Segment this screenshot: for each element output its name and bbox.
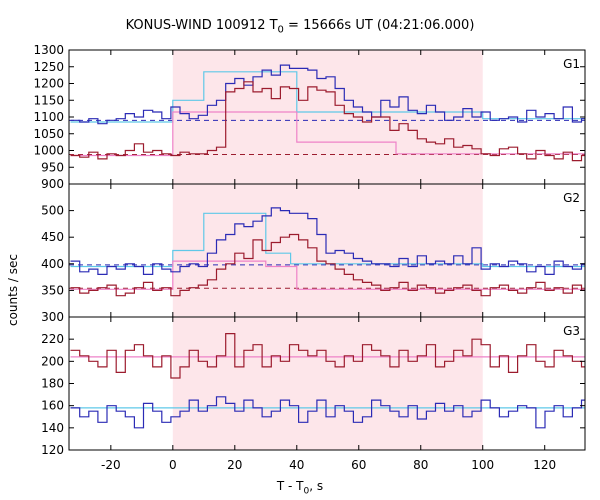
- panel-G1-series-0: [70, 64, 585, 125]
- panel-G3-ytick-label-4: 200: [41, 354, 64, 368]
- title-text: KONUS-WIND 100912 T: [125, 18, 278, 33]
- panel-G3-series-0: [70, 333, 585, 379]
- panel-G1-ytick-label-7: 1250: [33, 60, 64, 74]
- panel-G1-ytick-label-0: 900: [41, 177, 64, 191]
- x-tick-label-1: 0: [169, 458, 177, 472]
- title-text-rest: = 15666s UT (04:21:06.000): [283, 18, 475, 33]
- x-tick-label-2: 20: [227, 458, 242, 472]
- x-axis-label-text: T - T: [276, 479, 304, 493]
- y-axis-label-text: counts / sec: [6, 253, 20, 327]
- panel-G3-ytick-label-1: 140: [41, 421, 64, 435]
- panel-G2-label: G2: [563, 191, 580, 205]
- panel-G3-ytick-label-2: 160: [41, 399, 64, 413]
- panel-G1-series-1: [70, 81, 585, 162]
- x-tick-label-4: 60: [351, 458, 366, 472]
- shaded-burst-interval: [172, 50, 483, 450]
- panel-G1-label: G1: [563, 57, 580, 71]
- panel-G1-fit-1: [70, 111, 585, 157]
- title-subscript: 0: [277, 24, 284, 36]
- chart-title: KONUS-WIND 100912 T0 = 15666s UT (04:21:…: [0, 18, 600, 36]
- panel-G3-series-1: [70, 396, 585, 429]
- panel-G1-ytick-label-1: 950: [41, 160, 64, 174]
- panel-G1-ytick-label-4: 1100: [33, 110, 64, 124]
- panel-G1-ytick-label-8: 1300: [33, 43, 64, 57]
- panel-G3-ytick-label-5: 220: [41, 332, 64, 346]
- panel-G3-ytick-label-3: 180: [41, 377, 64, 391]
- panel-G2-series-1: [70, 233, 585, 297]
- panel-G3-label: G3: [563, 324, 580, 338]
- x-tick-label-5: 80: [413, 458, 428, 472]
- x-tick-label-0: -20: [101, 458, 121, 472]
- panel-G2-ytick-label-3: 450: [41, 230, 64, 244]
- panel-G1-fit-0: [70, 71, 585, 123]
- x-tick-label-3: 40: [289, 458, 304, 472]
- panel-G2-ytick-label-4: 500: [41, 204, 64, 218]
- x-tick-label-6: 100: [471, 458, 494, 472]
- panel-G3-ytick-label-0: 120: [41, 443, 64, 457]
- x-axis-label: T - T0, s: [0, 479, 600, 496]
- panel-G1-ytick-label-5: 1150: [33, 93, 64, 107]
- panel-G1-ytick-label-2: 1000: [33, 144, 64, 158]
- panel-G2-ytick-label-2: 400: [41, 257, 64, 271]
- x-axis-label-subscript: 0: [303, 486, 310, 497]
- panel-G2-ytick-label-0: 300: [41, 310, 64, 324]
- x-axis-label-rest: , s: [309, 479, 324, 493]
- panel-G2-series-0: [70, 207, 585, 275]
- panel-G1-ytick-label-6: 1200: [33, 77, 64, 91]
- panel-G2-ytick-label-1: 350: [41, 283, 64, 297]
- panel-G2-fit-0: [70, 212, 585, 268]
- x-tick-label-7: 120: [533, 458, 556, 472]
- panel-G1-ytick-label-3: 1050: [33, 127, 64, 141]
- panel-G2-fit-1: [70, 260, 585, 290]
